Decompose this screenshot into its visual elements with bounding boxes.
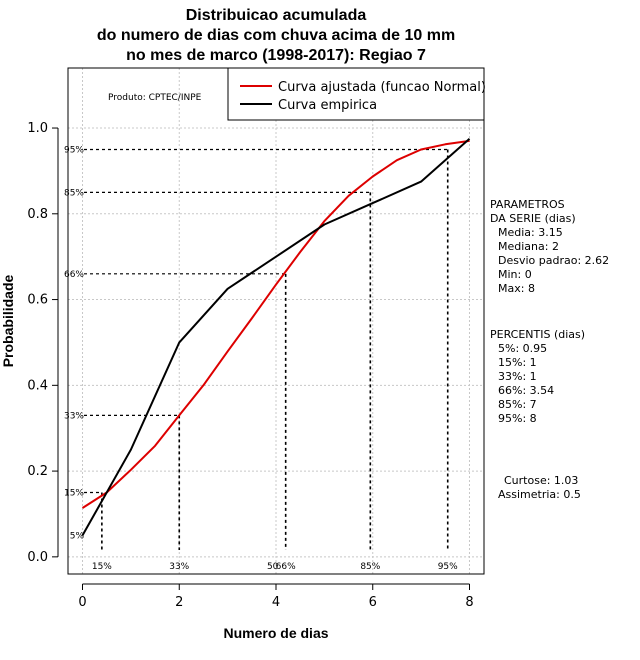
y-percentile-label-0: 5% — [70, 531, 85, 541]
x-tick-label-3: 6 — [369, 595, 377, 610]
percentil-33: 33%: 1 — [498, 370, 537, 383]
stat-assimetria: Assimetria: 0.5 — [498, 488, 581, 501]
x-percentile-label-extra: 50 — [267, 562, 279, 572]
y-tick-label-0: 0.0 — [27, 550, 48, 565]
y-percentile-label-4: 85% — [64, 188, 84, 198]
side-panel: PARAMETROS DA SERIE (dias) Media: 3.15 M… — [490, 198, 609, 501]
x-tick-label-2: 4 — [272, 595, 280, 610]
y-tick-label-1: 0.2 — [27, 464, 48, 479]
percentil-95: 95%: 8 — [498, 412, 537, 425]
y-percentile-label-1: 15% — [64, 489, 84, 499]
y-percentile-label-5: 95% — [64, 145, 84, 155]
param-desvio: Desvio padrao: 2.62 — [498, 254, 609, 267]
x-tick-label-0: 0 — [78, 595, 86, 610]
legend-label-empirical: Curva empirica — [278, 98, 377, 113]
x-percentile-label-2: 33% — [169, 562, 189, 572]
x-percentile-label-4: 85% — [360, 562, 380, 572]
y-percentile-label-3: 66% — [64, 270, 84, 280]
y-tick-label-4: 0.8 — [27, 207, 48, 222]
params-header-1: PARAMETROS — [490, 198, 565, 211]
x-percentile-label-5: 95% — [438, 562, 458, 572]
chart-title: Distribuicao acumulada do numero de dias… — [97, 7, 455, 64]
chart-title-line-3: no mes de marco (1998-2017): Regiao 7 — [126, 47, 426, 64]
credit-text: Produto: CPTEC/INPE — [108, 93, 202, 103]
y-tick-label-3: 0.6 — [27, 293, 48, 308]
params-header-2: DA SERIE (dias) — [490, 212, 576, 225]
legend-label-fitted: Curva ajustada (funcao Normal) — [278, 80, 486, 95]
x-tick-label-4: 8 — [465, 595, 473, 610]
x-percentile-label-1: 15% — [92, 562, 112, 572]
percentil-15: 15%: 1 — [498, 356, 537, 369]
percentis-header: PERCENTIS (dias) — [490, 328, 585, 341]
percentile-markers: 5% 15% 15% 33% 33% 66% 66% 85% 85% 95% 95% 50 — [64, 145, 458, 572]
y-percentile-label-2: 33% — [64, 411, 84, 421]
param-mediana: Mediana: 2 — [498, 240, 559, 253]
x-tick-label-1: 2 — [175, 595, 183, 610]
param-media: Media: 3.15 — [498, 226, 563, 239]
legend-box — [227, 67, 485, 121]
param-max: Max: 8 — [498, 282, 535, 295]
param-min: Min: 0 — [498, 268, 532, 281]
y-axis-title: Probabilidade — [0, 275, 16, 368]
axes: 0 2 4 6 8 0.0 0.2 0.4 0.6 0.8 1.0 — [27, 121, 473, 610]
x-percentile-label-3: 66% — [276, 562, 296, 572]
x-axis-title: Numero de dias — [223, 625, 328, 641]
grid-lines — [68, 68, 484, 574]
y-tick-label-5: 1.0 — [27, 121, 48, 136]
chart-title-line-2: do numero de dias com chuva acima de 10 … — [97, 27, 455, 44]
percentil-5: 5%: 0.95 — [498, 342, 547, 355]
legend: Curva ajustada (funcao Normal) Curva emp… — [227, 67, 486, 121]
series-line-0 — [81, 139, 470, 509]
percentil-85: 85%: 7 — [498, 398, 537, 411]
stat-curtose: Curtose: 1.03 — [504, 474, 578, 487]
y-tick-label-2: 0.4 — [27, 378, 48, 393]
percentil-66: 66%: 3.54 — [498, 384, 554, 397]
series-lines — [81, 138, 471, 536]
series-line-1 — [81, 138, 471, 536]
chart-title-line-1: Distribuicao acumulada — [186, 7, 367, 24]
